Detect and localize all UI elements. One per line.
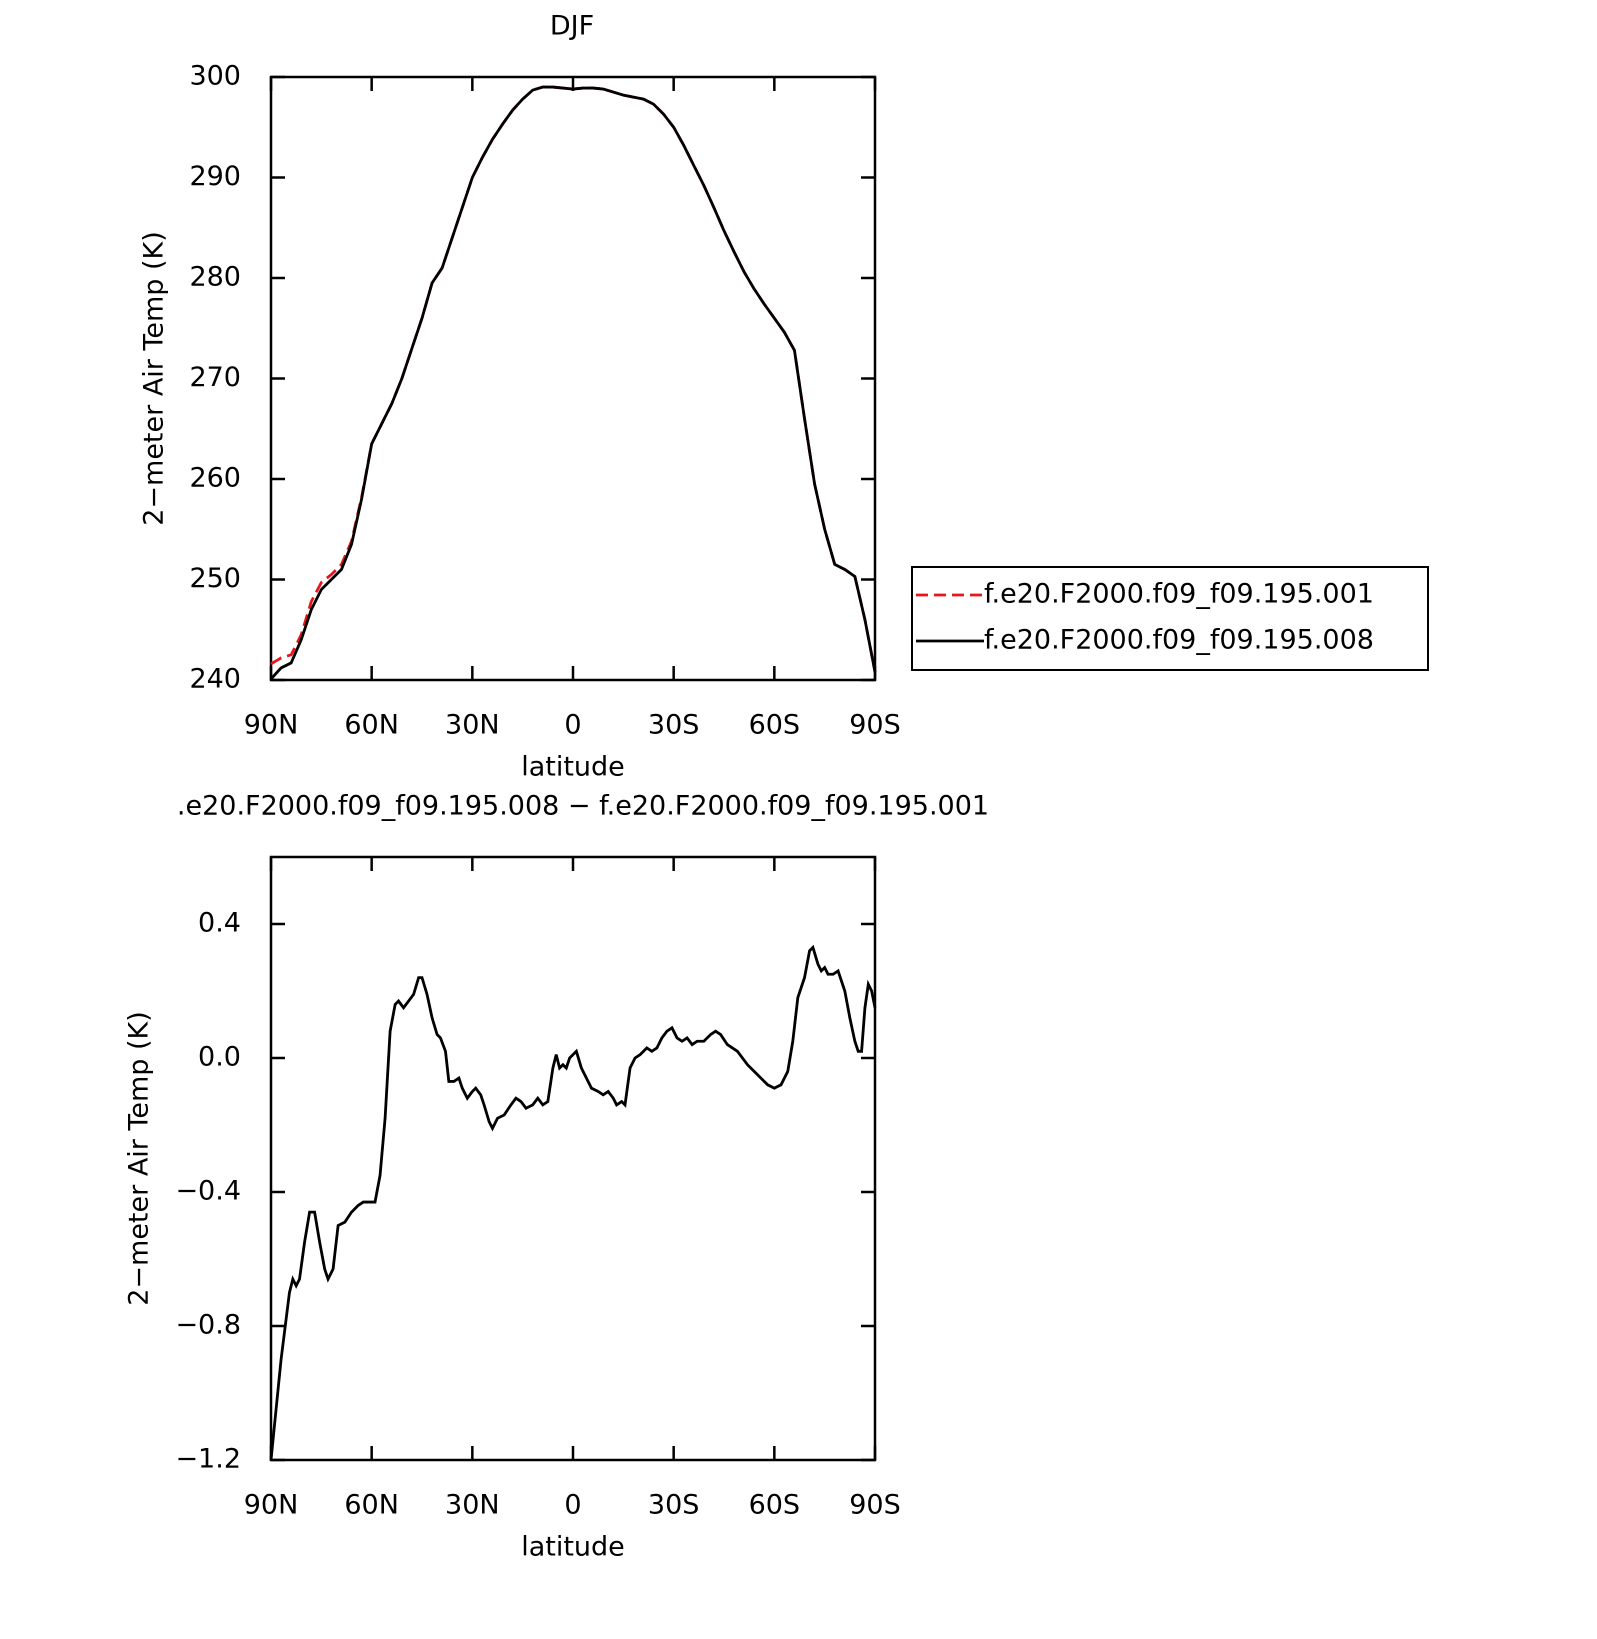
legend-label: f.e20.F2000.f09_f09.195.008	[984, 625, 1374, 656]
x-tick-label: 30S	[648, 710, 700, 741]
y-tick-label: 0.0	[198, 1042, 241, 1073]
y-tick-label: 250	[189, 563, 241, 594]
y-tick-label: 260	[189, 463, 241, 494]
legend-label: f.e20.F2000.f09_f09.195.001	[984, 579, 1374, 610]
x-axis-label: latitude	[521, 752, 625, 783]
x-tick-label: 90N	[244, 1490, 299, 1521]
x-tick-label: 90N	[244, 710, 299, 741]
y-tick-label: 290	[189, 161, 241, 192]
data-line	[269, 85, 877, 680]
x-tick-label: 30N	[445, 710, 500, 741]
y-tick-label: 0.4	[198, 908, 241, 939]
x-tick-label: 0	[564, 1490, 581, 1521]
plot-frame	[269, 855, 877, 1462]
chart-title: .e20.F2000.f09_f09.195.008 − f.e20.F2000…	[177, 791, 989, 822]
y-tick-label: 280	[189, 262, 241, 293]
x-tick-label: 60N	[344, 710, 399, 741]
x-axis-label: latitude	[521, 1532, 625, 1563]
data-line	[269, 944, 877, 1461]
plot-frame	[269, 75, 877, 682]
x-tick-label: 60N	[344, 1490, 399, 1521]
x-tick-label: 90S	[849, 1490, 901, 1521]
y-tick-label: −1.2	[175, 1444, 241, 1475]
y-axis-label: 2−meter Air Temp (K)	[139, 231, 170, 526]
y-tick-label: 300	[189, 61, 241, 92]
y-tick-label: 270	[189, 362, 241, 393]
legend-box	[911, 566, 1429, 671]
x-tick-label: 60S	[749, 710, 801, 741]
y-tick-label: −0.4	[175, 1176, 241, 1207]
x-tick-label: 30S	[648, 1490, 700, 1521]
y-tick-label: 240	[189, 664, 241, 695]
y-axis-label: 2−meter Air Temp (K)	[124, 1011, 155, 1306]
chart-title: DJF	[550, 11, 594, 42]
x-tick-label: 90S	[849, 710, 901, 741]
y-tick-label: −0.8	[175, 1310, 241, 1341]
x-tick-label: 0	[564, 710, 581, 741]
data-line	[270, 85, 877, 673]
x-tick-label: 30N	[445, 1490, 500, 1521]
x-tick-label: 60S	[749, 1490, 801, 1521]
